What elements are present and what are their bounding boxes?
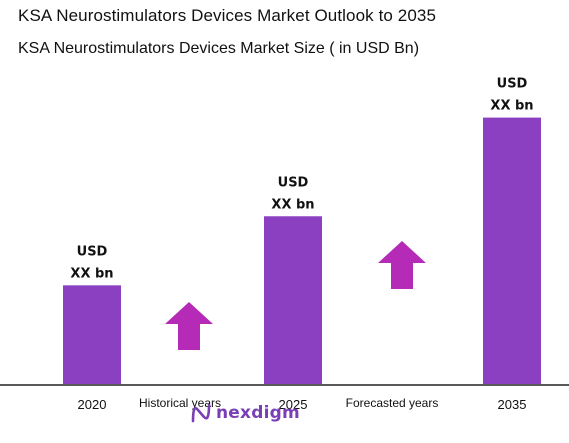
bar-value-label-2020-2: XX bn: [70, 266, 113, 281]
logo: nexdigm: [190, 402, 300, 424]
bar-2035: [483, 117, 541, 384]
period-label-2: Forecasted years: [346, 396, 439, 410]
period-label-1: Historical years: [139, 396, 221, 410]
growth-arrow-historical: [165, 302, 213, 350]
bar-2025: [264, 216, 322, 384]
bar-value-label-2025-2: XX bn: [271, 197, 314, 212]
logo-text: nexdigm: [216, 403, 300, 423]
growth-arrow-forecast: [378, 241, 426, 289]
bar-2020: [63, 285, 121, 384]
chart-subtitle: KSA Neurostimulators Devices Market Size…: [18, 40, 420, 57]
x-tick-label-2025: 2025: [279, 397, 308, 412]
x-tick-label-2020: 2020: [78, 397, 107, 412]
chart-title: KSA Neurostimulators Devices Market Outl…: [18, 6, 437, 25]
bar-value-label-2035-1: USD: [497, 77, 528, 92]
bar-value-label-2020-1: USD: [77, 244, 108, 259]
nexdigm-logo-icon: [191, 403, 211, 423]
bar-value-label-2025-1: USD: [278, 175, 309, 190]
x-tick-label-2035: 2035: [498, 397, 527, 412]
bar-value-label-2035-2: XX bn: [490, 99, 533, 114]
